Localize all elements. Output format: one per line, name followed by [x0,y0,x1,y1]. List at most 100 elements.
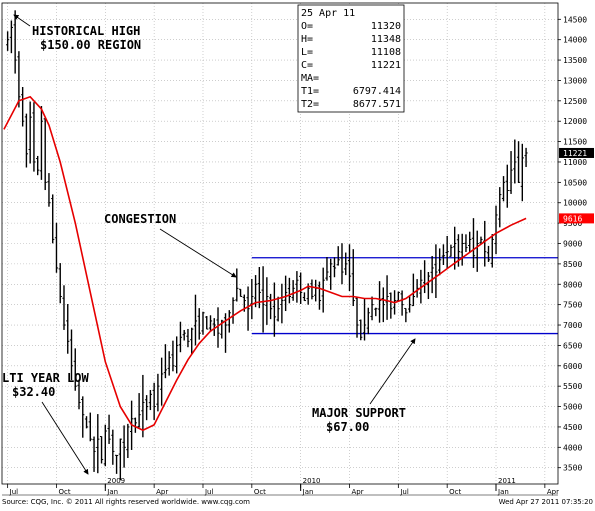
x-tick-label-month: Apr [547,488,559,496]
ohlc-bar [494,205,498,255]
annotation-text: $32.40 [12,385,55,399]
annotation: MAJOR SUPPORT$67.00 [312,338,416,434]
ohlc-bar [381,287,385,323]
x-tick-label-month: Oct [58,488,70,496]
x-tick-label-month: Oct [449,488,461,496]
ohlc-bar [408,296,412,313]
info-box-value: 11348 [371,34,401,45]
ohlc-bar [340,243,344,285]
ohlc-bar [276,296,280,322]
ohlc-bar [490,234,494,268]
ohlc-bar [509,151,513,194]
ohlc-bar [464,234,468,252]
ohlc-bar [186,328,190,348]
y-tick-label: 5500 [563,382,582,391]
info-box-label: MA= [301,73,319,84]
ohlc-bar [163,344,168,379]
ohlc-bar [39,106,44,180]
ohlc-bar [24,113,29,168]
ohlc-bar [475,230,479,272]
x-tick-label-month: Apr [156,488,168,496]
ohlc-bar [468,231,472,253]
y-tick-label: 5000 [563,403,582,412]
ohlc-bar [501,176,506,202]
y-tick-label: 3500 [563,464,582,473]
ohlc-bar [88,412,92,442]
y-tick-label: 10000 [563,199,587,208]
ohlc-bar [122,425,126,468]
x-tick-label-month: Jul [399,488,409,496]
annotation-arrow [41,401,89,475]
annotation-text: MAJOR SUPPORT [312,406,406,420]
ohlc-bar [126,423,130,459]
ohlc-bar [426,271,430,300]
y-tick-label: 7000 [563,321,582,330]
ohlc-bar [178,321,183,353]
ohlc-bar [411,273,415,307]
ohlc-bar [36,155,40,176]
y-tick-label: 12000 [563,117,587,126]
ohlc-bar [156,373,160,412]
x-tick-label-year: 2011 [498,477,516,485]
ohlc-bar [201,311,205,335]
y-tick-label: 13500 [563,56,587,65]
ohlc-bar [366,307,370,335]
ohlc-bar [77,379,81,410]
ohlc-bar [434,244,438,299]
y-tick-label: 7500 [563,301,582,310]
ohlc-bar [43,117,47,191]
y-tick-label: 9000 [563,240,582,249]
annotation-text: HISTORICAL HIGH [32,24,140,38]
x-tick-label-year: 2010 [303,477,321,485]
ohlc-bar [145,395,149,421]
y-tick-label: 12500 [563,97,587,106]
info-box-label: H= [301,34,313,45]
ohlc-bar [193,294,198,346]
info-box-label: T2= [301,99,319,110]
ohlc-bar [404,307,408,323]
ohlc-bar [137,393,141,428]
ohlc-bar [92,436,96,472]
ohlc-bar [167,351,171,376]
ohlc-bar [284,275,288,312]
ohlc-bar [62,285,66,330]
axes: 3500 4000 4500 5000 5500 6000 6500 7000 7500 8000… [1,2,594,496]
annotation: LTI YEAR LOW$32.40 [2,371,89,475]
ohlc-bar [355,296,359,338]
y-tick-label: 8500 [563,260,582,269]
ohlc-bar [205,316,209,330]
ohlc-bar [295,271,299,303]
ohlc-bar [99,435,104,464]
x-tick-label-month: Oct [254,488,266,496]
annotation-arrow [369,338,416,405]
ohlc-bar [359,319,363,341]
last-price-tag [559,147,594,158]
ohlc-bar [272,282,276,337]
x-tick-label-month: Apr [352,488,364,496]
trend-lines [251,257,558,335]
ohlc-bar [69,329,74,381]
ohlc-bar [208,315,213,332]
plot-frame [1,2,559,485]
ohlc-bar [498,187,502,228]
ohlc-info-box: 25 Apr 11 O= 11320 H= 11348 L= 11108 C= 11221 MA=… [297,4,405,113]
ohlc-bar [336,246,340,266]
ohlc-bar [430,255,434,294]
ohlc-bar [47,173,51,207]
ohlc-bar [441,244,446,265]
moving-average [3,95,527,432]
info-box-frame [297,4,405,113]
ohlc-bar [310,279,314,300]
ohlc-bar [96,414,100,474]
ohlc-bar [332,257,337,278]
x-tick-label-month: Jul [9,488,19,496]
ohlc-bar [471,218,476,268]
y-tick-label: 13000 [563,76,587,85]
info-box-label: O= [301,21,313,32]
y-tick-label: 10500 [563,178,587,187]
ohlc-bar [84,416,89,429]
annotation-text: CONGESTION [104,212,176,226]
ohlc-bar [28,101,32,164]
ohlc-bar [280,283,284,324]
